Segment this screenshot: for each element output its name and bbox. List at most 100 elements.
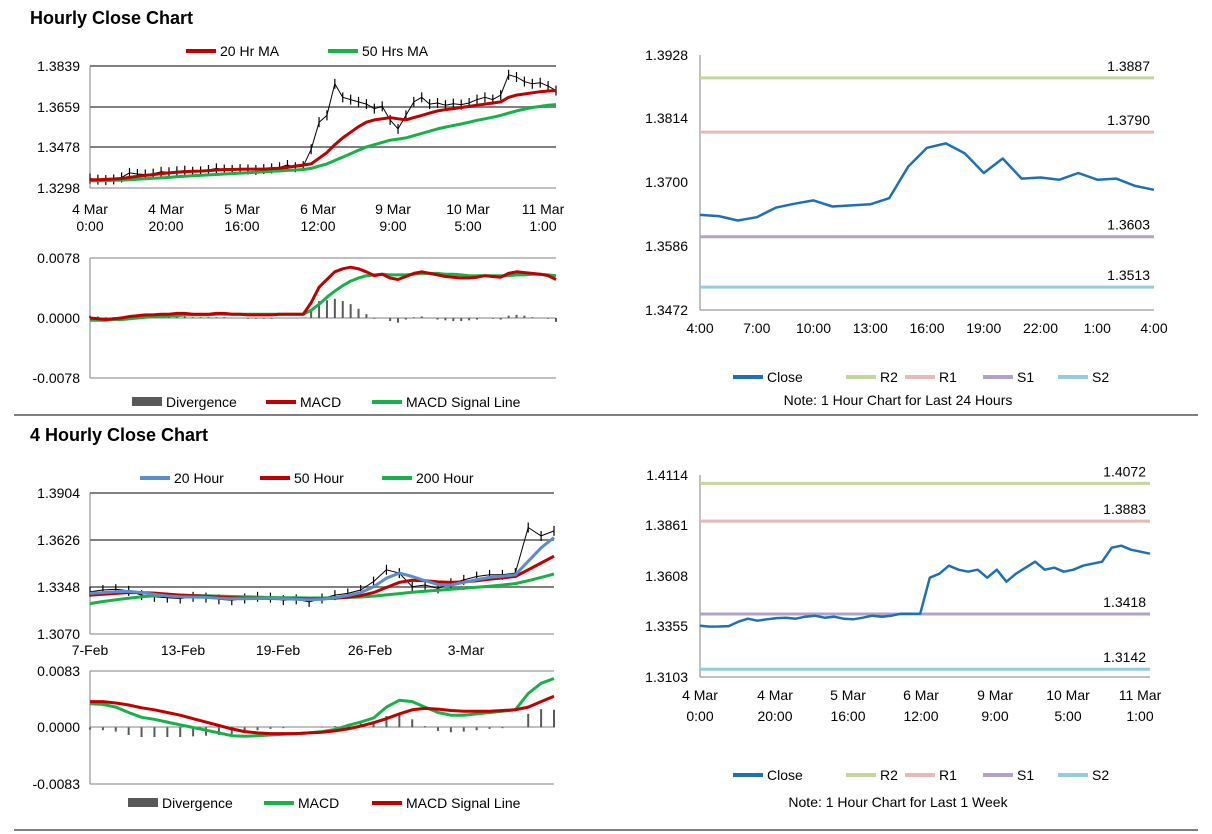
y-tick-label: 0.0078 (37, 250, 80, 266)
y-tick-label: 1.3608 (645, 568, 688, 584)
x-tick-label: 13-Feb (161, 642, 206, 658)
x-tick-label: 1:00 (1084, 320, 1111, 336)
x-tick-label: 0:00 (686, 708, 713, 724)
x-tick-label: 5:00 (1054, 708, 1081, 724)
level-s1-label: 1.3603 (1107, 217, 1150, 233)
level-r1-label: 1.3883 (1103, 501, 1146, 517)
legend-divergence-label: Divergence (162, 795, 233, 811)
x-tick-label: 12:00 (300, 218, 335, 234)
chart-note: Note: 1 Hour Chart for Last 1 Week (788, 794, 1008, 810)
ma-20-line (90, 89, 557, 182)
bottom-divider (14, 829, 1198, 831)
legend-macd-signal-line-label: MACD Signal Line (406, 795, 521, 811)
legend-s1-label: S1 (1017, 369, 1034, 385)
x-tick-label: 20:00 (148, 218, 183, 234)
close-line (699, 142, 1155, 222)
x-tick-label: 1:00 (1126, 708, 1153, 724)
y-tick-label: 0.0083 (37, 663, 80, 679)
x-tick-label: 11 Mar (1119, 687, 1162, 703)
legend-divergence-label: Divergence (166, 394, 237, 410)
legend-r2-label: R2 (880, 369, 898, 385)
x-tick-label: 16:00 (830, 708, 865, 724)
x-tick-label: 5:00 (454, 218, 481, 234)
y-tick-label: -0.0078 (33, 370, 81, 386)
close-line (699, 544, 1151, 628)
x-tick-label: 4:00 (1140, 320, 1167, 336)
x-tick-label: 11 Mar (522, 201, 565, 217)
x-tick-label: 4 Mar (682, 687, 718, 703)
x-tick-label: 7:00 (743, 320, 770, 336)
macd-line (89, 677, 555, 738)
legend-s1-label: S1 (1017, 767, 1034, 783)
y-tick-label: 1.3626 (37, 532, 80, 548)
y-tick-label: 0.0000 (37, 719, 80, 735)
y-tick-label: 1.3861 (645, 517, 688, 533)
macd-line (89, 265, 557, 321)
x-tick-label: 19:00 (966, 320, 1001, 336)
section-title-4-hourly: 4 Hourly Close Chart (30, 425, 209, 445)
level-r1-label: 1.3790 (1107, 112, 1150, 128)
y-tick-label: 1.3928 (645, 47, 688, 63)
x-tick-label: 5 Mar (224, 201, 260, 217)
y-tick-label: 1.4114 (646, 467, 688, 483)
section-title-hourly: Hourly Close Chart (30, 8, 194, 28)
x-tick-label: 1:00 (529, 218, 556, 234)
x-tick-label: 4 Mar (72, 201, 108, 217)
x-tick-label: 16:00 (224, 218, 259, 234)
y-tick-label: 1.3348 (37, 579, 80, 595)
y-tick-label: 1.3355 (645, 618, 688, 634)
x-tick-label: 13:00 (853, 320, 888, 336)
legend-50-hour-label: 50 Hour (294, 470, 344, 486)
legend-s2-label: S2 (1092, 369, 1109, 385)
legend-r1-label: R1 (939, 767, 957, 783)
x-tick-label: 10 Mar (446, 201, 490, 217)
x-tick-label: 10 Mar (1046, 687, 1090, 703)
ma-50-line (90, 103, 557, 183)
legend-divergence-swatch (132, 397, 162, 406)
level-s1-label: 1.3418 (1103, 594, 1146, 610)
x-tick-label: 3-Mar (448, 642, 485, 658)
legend-macd-label: MACD (300, 394, 341, 410)
y-tick-label: 1.3478 (37, 139, 80, 155)
legend-r2-label: R2 (880, 767, 898, 783)
level-r2-label: 1.3887 (1107, 58, 1150, 74)
price-line (89, 527, 555, 603)
x-tick-label: 7-Feb (72, 642, 109, 658)
x-tick-label: 9:00 (379, 218, 406, 234)
x-tick-label: 4 Mar (757, 687, 793, 703)
y-tick-label: 1.3070 (37, 626, 80, 642)
y-tick-label: 1.3659 (37, 99, 80, 115)
y-tick-label: 1.3103 (645, 669, 688, 685)
x-tick-label: 9 Mar (375, 201, 411, 217)
y-tick-label: 1.3904 (37, 485, 80, 501)
x-tick-label: 12:00 (903, 708, 938, 724)
x-tick-label: 6 Mar (300, 201, 336, 217)
x-tick-label: 5 Mar (830, 687, 866, 703)
legend-divergence-swatch (128, 798, 158, 807)
x-tick-label: 4:00 (686, 320, 713, 336)
x-tick-label: 22:00 (1023, 320, 1058, 336)
x-tick-label: 0:00 (76, 218, 103, 234)
y-tick-label: 1.3839 (37, 58, 80, 74)
legend-close-label: Close (767, 369, 803, 385)
y-tick-label: 1.3586 (645, 238, 688, 254)
legend-20-hr-ma-label: 20 Hr MA (220, 43, 280, 59)
legend-s2-label: S2 (1092, 767, 1109, 783)
x-tick-label: 20:00 (757, 708, 792, 724)
x-tick-label: 10:00 (796, 320, 831, 336)
y-tick-label: 0.0000 (37, 310, 80, 326)
y-tick-label: 1.3298 (37, 180, 80, 196)
y-tick-label: 1.3472 (645, 302, 688, 318)
legend-20-hour-label: 20 Hour (174, 470, 224, 486)
level-r2-label: 1.4072 (1103, 463, 1146, 479)
ma-20-line (89, 536, 555, 602)
x-tick-label: 19-Feb (256, 642, 301, 658)
x-tick-label: 4 Mar (148, 201, 184, 217)
x-tick-label: 9 Mar (977, 687, 1013, 703)
y-tick-label: 1.3700 (645, 174, 688, 190)
y-tick-label: -0.0083 (33, 776, 81, 792)
x-tick-label: 9:00 (981, 708, 1008, 724)
legend-macd-label: MACD (298, 795, 339, 811)
x-tick-label: 26-Feb (348, 642, 393, 658)
